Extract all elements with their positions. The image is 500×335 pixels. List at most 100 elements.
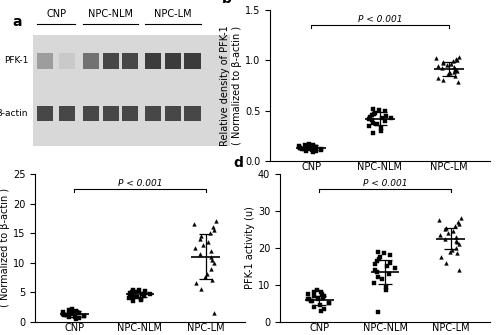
Point bbox=[370, 280, 378, 285]
FancyBboxPatch shape bbox=[146, 53, 162, 69]
Point bbox=[317, 147, 325, 152]
Point bbox=[452, 234, 460, 240]
Text: PFK-1: PFK-1 bbox=[4, 56, 28, 65]
Point bbox=[296, 143, 304, 148]
Point bbox=[365, 123, 373, 128]
Point bbox=[76, 315, 84, 321]
Point bbox=[72, 310, 80, 315]
Point bbox=[446, 71, 454, 76]
Point bbox=[440, 236, 448, 241]
Point bbox=[310, 289, 318, 295]
FancyBboxPatch shape bbox=[122, 53, 138, 69]
FancyBboxPatch shape bbox=[83, 106, 100, 121]
Point bbox=[191, 245, 199, 251]
Point bbox=[378, 115, 386, 120]
Point bbox=[296, 145, 304, 150]
Point bbox=[308, 299, 316, 304]
Point bbox=[452, 68, 460, 73]
Point bbox=[452, 57, 460, 62]
Point bbox=[368, 117, 376, 122]
Point bbox=[452, 238, 460, 243]
Point bbox=[314, 297, 322, 302]
Text: a: a bbox=[12, 15, 22, 29]
Point bbox=[126, 295, 134, 301]
Point bbox=[454, 80, 462, 85]
Point bbox=[376, 128, 384, 133]
Point bbox=[317, 289, 325, 295]
Point bbox=[64, 308, 72, 313]
Point bbox=[456, 216, 464, 221]
Point bbox=[435, 218, 443, 223]
Point bbox=[70, 311, 78, 316]
Point bbox=[310, 143, 318, 148]
Point bbox=[312, 148, 320, 153]
FancyBboxPatch shape bbox=[165, 106, 181, 121]
Text: P < 0.001: P < 0.001 bbox=[363, 179, 407, 188]
FancyBboxPatch shape bbox=[37, 106, 54, 121]
Point bbox=[126, 291, 134, 296]
Point bbox=[312, 144, 320, 149]
Y-axis label: Relative density of PFK-1
( Normalized to β-actin ): Relative density of PFK-1 ( Normalized t… bbox=[220, 25, 242, 146]
Point bbox=[451, 223, 459, 228]
Point bbox=[442, 260, 450, 265]
Point bbox=[382, 287, 390, 293]
Point bbox=[324, 300, 332, 306]
Point bbox=[69, 311, 77, 317]
Point bbox=[306, 299, 314, 304]
Point bbox=[300, 146, 308, 151]
Point bbox=[128, 289, 136, 295]
Point bbox=[308, 147, 316, 152]
Point bbox=[66, 315, 74, 320]
Point bbox=[453, 251, 461, 256]
Point bbox=[212, 219, 220, 224]
Point bbox=[306, 145, 314, 150]
Point bbox=[438, 66, 446, 71]
Point bbox=[454, 221, 462, 227]
Point bbox=[450, 70, 458, 75]
Point bbox=[208, 278, 216, 283]
Point bbox=[449, 228, 457, 234]
Y-axis label: PFK-1 activity (u): PFK-1 activity (u) bbox=[245, 206, 255, 289]
Point bbox=[319, 295, 327, 300]
Point bbox=[452, 245, 460, 251]
Point bbox=[140, 293, 148, 299]
Point bbox=[130, 288, 138, 293]
Point bbox=[432, 56, 440, 61]
Point bbox=[373, 258, 381, 263]
Point bbox=[453, 58, 461, 63]
Point bbox=[446, 249, 454, 254]
Point bbox=[450, 65, 458, 70]
Point bbox=[318, 291, 326, 297]
Point bbox=[444, 72, 452, 77]
Point bbox=[302, 148, 310, 153]
Point bbox=[316, 308, 324, 313]
FancyBboxPatch shape bbox=[59, 106, 75, 121]
Point bbox=[72, 317, 80, 322]
FancyBboxPatch shape bbox=[122, 106, 138, 121]
Point bbox=[314, 287, 322, 293]
Point bbox=[375, 107, 383, 112]
Point bbox=[210, 227, 218, 233]
FancyBboxPatch shape bbox=[103, 53, 119, 69]
Point bbox=[455, 267, 463, 273]
Point bbox=[454, 219, 462, 225]
Point bbox=[80, 313, 88, 318]
Point bbox=[128, 293, 136, 298]
Point bbox=[70, 314, 78, 320]
Point bbox=[60, 311, 68, 317]
Point bbox=[387, 115, 395, 120]
Point bbox=[441, 227, 449, 232]
Text: P < 0.001: P < 0.001 bbox=[358, 15, 402, 24]
Point bbox=[436, 255, 444, 260]
Point bbox=[373, 269, 381, 275]
Point bbox=[369, 106, 377, 111]
Point bbox=[440, 60, 448, 65]
Point bbox=[450, 67, 458, 72]
Point bbox=[366, 116, 374, 121]
Text: NPC-LM: NPC-LM bbox=[154, 9, 192, 19]
Point bbox=[448, 247, 456, 253]
FancyBboxPatch shape bbox=[184, 106, 200, 121]
Point bbox=[302, 144, 310, 149]
Point bbox=[131, 289, 139, 294]
Point bbox=[386, 260, 394, 265]
